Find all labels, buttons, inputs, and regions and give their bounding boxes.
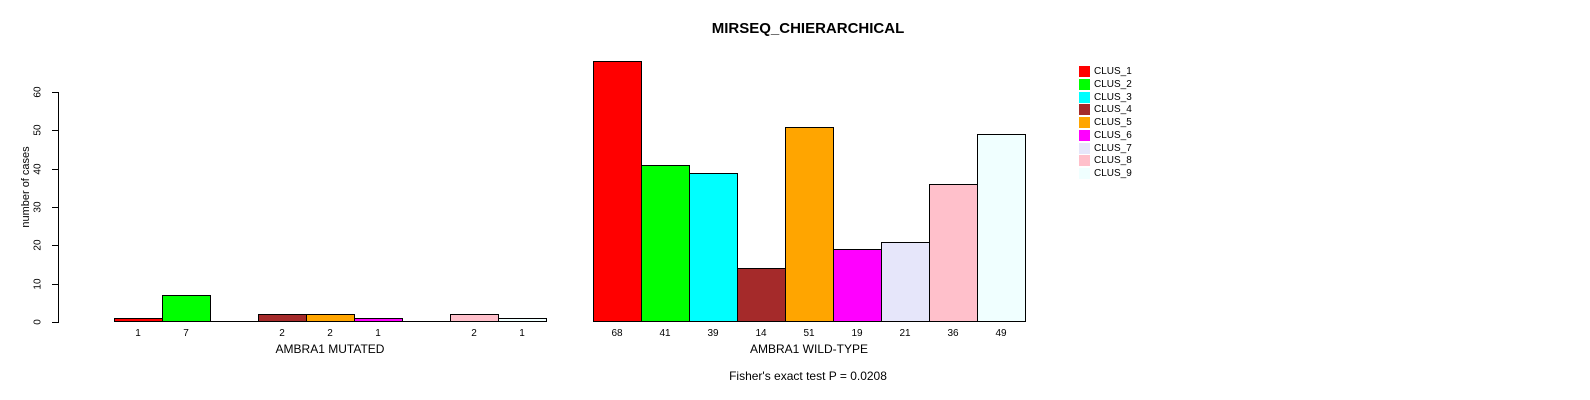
bar-clus_9 — [498, 318, 547, 322]
legend-item: CLUS_3 — [1079, 91, 1132, 103]
bar-clus_9 — [977, 134, 1026, 322]
bar-clus_5 — [785, 126, 834, 322]
y-axis-tick — [52, 130, 58, 132]
bar-value-label: 2 — [471, 328, 477, 339]
y-axis-tick-label: 60 — [32, 86, 44, 98]
bar-value-label: 39 — [707, 328, 719, 339]
bar-value-label: 1 — [375, 328, 381, 339]
legend-label: CLUS_8 — [1094, 155, 1132, 167]
legend-swatch-icon — [1079, 78, 1090, 90]
legend-item: CLUS_2 — [1079, 78, 1132, 90]
bar-clus_1 — [593, 61, 642, 322]
y-axis-tick-label: 10 — [32, 278, 44, 290]
bar-clus_4 — [258, 314, 307, 322]
legend-swatch-icon — [1079, 155, 1090, 167]
bar-value-label: 1 — [135, 328, 141, 339]
bar-clus_7 — [881, 241, 930, 322]
legend-item: CLUS_1 — [1079, 66, 1132, 77]
bar-value-label: 14 — [755, 328, 767, 339]
bar-value-label: 49 — [995, 328, 1007, 339]
legend-label: CLUS_3 — [1094, 91, 1132, 103]
bar-clus_6 — [354, 318, 403, 322]
legend-label: CLUS_7 — [1094, 142, 1132, 154]
fisher-test-annotation: Fisher's exact test P = 0.0208 — [729, 369, 887, 383]
legend-label: CLUS_1 — [1094, 66, 1132, 77]
chart-title: MIRSEQ_CHIERARCHICAL — [711, 20, 905, 37]
legend-label: CLUS_5 — [1094, 117, 1132, 128]
zero-bar-clus_7 — [402, 321, 451, 322]
bar-clus_6 — [833, 249, 882, 322]
bar-value-label: 51 — [803, 328, 815, 339]
bar-clus_3 — [689, 172, 738, 322]
bar-value-label: 36 — [947, 328, 959, 339]
legend-item: CLUS_4 — [1079, 104, 1132, 116]
legend-swatch-icon — [1079, 104, 1090, 116]
y-axis-tick-label: 30 — [32, 201, 44, 213]
legend-swatch-icon — [1079, 142, 1090, 154]
legend-swatch-icon — [1079, 168, 1090, 179]
bar-value-label: 7 — [183, 328, 189, 339]
y-axis-line — [58, 92, 59, 323]
legend-swatch-icon — [1079, 129, 1090, 141]
legend-label: CLUS_9 — [1094, 168, 1132, 179]
y-axis-tick — [52, 92, 58, 93]
y-axis-tick — [52, 283, 58, 285]
legend-label: CLUS_4 — [1094, 104, 1132, 116]
y-axis-tick — [52, 168, 58, 170]
x-axis-label-mutated: AMBRA1 MUTATED — [275, 342, 385, 356]
bar-value-label: 1 — [519, 328, 525, 339]
bar-value-label: 2 — [279, 328, 285, 339]
bar-value-label: 2 — [327, 328, 333, 339]
legend-item: CLUS_6 — [1079, 129, 1132, 141]
x-axis-label-wildtype: AMBRA1 WILD-TYPE — [749, 342, 869, 356]
y-axis-title: number of cases — [20, 146, 32, 228]
bar-clus_8 — [929, 184, 978, 322]
y-axis-tick-label: 40 — [32, 163, 44, 175]
legend-label: CLUS_6 — [1094, 129, 1132, 141]
bar-clus_8 — [450, 314, 499, 322]
bar-value-label: 68 — [611, 328, 623, 339]
legend-item: CLUS_7 — [1079, 142, 1132, 154]
legend-swatch-icon — [1079, 117, 1090, 128]
bar-value-label: 21 — [899, 328, 911, 339]
zero-bar-clus_3 — [210, 321, 259, 322]
bar-value-label: 19 — [851, 328, 863, 339]
legend-swatch-icon — [1079, 91, 1090, 103]
y-axis-tick-label: 0 — [32, 319, 44, 325]
bar-clus_2 — [641, 164, 690, 322]
legend-item: CLUS_9 — [1079, 168, 1132, 179]
y-axis-tick — [52, 245, 58, 247]
y-axis-tick — [52, 207, 58, 208]
bar-clus_1 — [114, 318, 163, 322]
legend-label: CLUS_2 — [1094, 78, 1132, 90]
y-axis-tick-label: 50 — [32, 124, 44, 136]
bar-clus_5 — [306, 314, 355, 322]
y-axis-tick — [52, 322, 58, 323]
legend-item: CLUS_5 — [1079, 117, 1132, 128]
bar-clus_4 — [737, 268, 786, 322]
bar-clus_2 — [162, 295, 211, 322]
bar-value-label: 41 — [659, 328, 671, 339]
legend-swatch-icon — [1079, 66, 1090, 77]
legend-item: CLUS_8 — [1079, 155, 1132, 167]
y-axis-tick-label: 20 — [32, 239, 44, 251]
